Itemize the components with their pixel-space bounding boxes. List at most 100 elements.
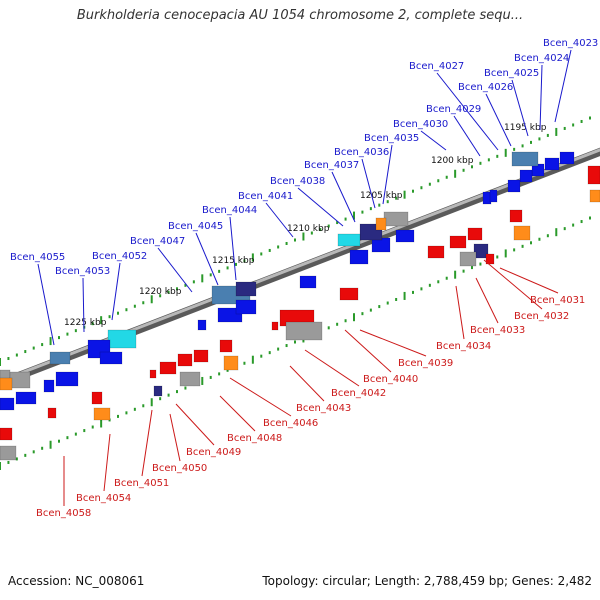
lower-track-tick [133,407,136,411]
lower-track-tick [159,397,162,401]
leader-line [304,349,360,387]
upper-track-tick [66,332,69,336]
lower-track-tick [555,228,558,237]
gene-label: Bcen_4045 [168,221,223,232]
gene-labels: Bcen_4023 Bcen_4024 Bcen_4025 Bcen_4026 Bcen… [10,38,598,519]
leader-line [499,267,559,294]
gene-label: Bcen_4054 [76,493,131,504]
gene-block [235,281,257,297]
upper-track-tick [437,179,440,183]
upper-track-tick [319,228,322,232]
leader-line [37,263,55,346]
gene-label: Bcen_4041 [238,191,293,202]
upper-track-tick [302,232,305,241]
upper-track-tick [150,295,153,304]
lower-track-tick [226,368,229,372]
leader-line [297,187,344,227]
upper-track-tick [32,346,35,350]
leader-line [436,72,499,151]
gene-block [49,351,71,365]
upper-track-tick [167,290,170,294]
upper-track-tick [100,316,103,325]
map-title: Burkholderia cenocepacia AU 1054 chromos… [76,8,524,23]
upper-track-tick [445,175,448,179]
gene-label: Bcen_4052 [92,251,147,262]
lower-track-tick [7,460,10,464]
lower-track-tick [412,290,414,294]
gene-label: Bcen_4048 [227,433,282,444]
lower-track-tick [589,216,591,220]
lower-track-tick [378,305,381,309]
gene-label: Bcen_4031 [530,295,585,306]
leader-line [455,285,465,340]
gene-label: Bcen_4053 [55,266,110,277]
lower-track-tick [563,227,566,231]
topology-summary-text: Topology: circular; Length: 2,788,459 bp… [262,574,592,588]
gene-block [0,397,15,411]
gene-block [467,227,483,241]
gene-label: Bcen_4037 [304,160,359,171]
gene-block [235,299,257,315]
lower-track-tick [142,404,145,408]
upper-track-tick [462,168,465,172]
gene-block [0,427,13,441]
leader-line [157,247,193,293]
lower-track-tick [260,354,263,358]
upper-track-tick [412,189,414,193]
upper-track-tick [403,190,406,199]
upper-track-tick [563,126,566,130]
upper-track-tick [58,336,60,340]
upper-track-tick [49,337,52,346]
gene-block [153,385,163,397]
gene-block [197,319,207,331]
upper-track-tick [454,169,457,178]
lower-track-tick [437,280,440,284]
leader-line [359,329,427,357]
gene-label: Bcen_4046 [263,418,318,429]
scale-label: 1215 kbp [212,256,255,266]
gene-block [427,245,445,259]
gene-label: Bcen_4040 [363,374,418,385]
gene-label: Bcen_4047 [130,236,185,247]
leader-line [511,79,529,137]
upper-track-tick [15,353,18,357]
gene-block [93,407,111,421]
lower-track-tick [41,446,44,450]
upper-track-tick [555,127,558,136]
upper-track-tick [294,238,296,242]
gene-block [375,217,387,231]
lower-track-tick [479,262,482,266]
lower-track-tick [513,248,516,252]
gene-label: Bcen_4038 [270,176,325,187]
accession-text: Accession: NC_008061 [8,574,145,588]
lower-track-tick [395,297,398,301]
gene-block [299,275,317,289]
lower-track-tick [504,249,507,258]
leader-line [141,409,153,477]
lower-track-tick [530,241,532,245]
upper-track-tick [243,259,246,263]
lower-track-tick [454,270,457,279]
upper-track-tick [184,283,187,287]
gene-label: Bcen_4025 [484,68,539,79]
gene-block [15,391,37,405]
leader-line [539,64,543,131]
leader-line [169,413,181,462]
gene-block [589,189,600,203]
lower-track-tick [538,237,541,241]
upper-track-tick [235,262,237,266]
gene-block [489,189,498,203]
upper-track-tick [538,137,541,141]
gene-block [587,165,600,185]
leader-line [229,377,292,417]
leader-line [111,262,121,321]
gene-block [509,209,523,223]
upper-track-tick [336,221,339,225]
gene-block [219,339,233,353]
gene-label: Bcen_4055 [10,252,65,263]
upper-track-tick [0,358,1,366]
leader-line [554,49,572,123]
gene-label: Bcen_4036 [334,147,389,158]
